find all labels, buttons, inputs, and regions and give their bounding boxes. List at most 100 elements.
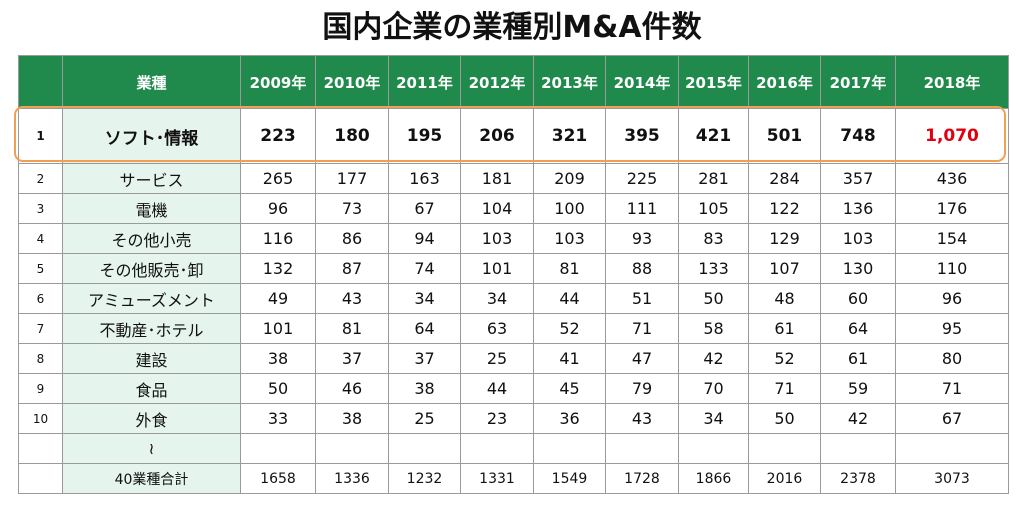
count-cell: 265 bbox=[240, 163, 316, 194]
count-cell: 86 bbox=[315, 223, 389, 254]
count-cell: 43 bbox=[605, 403, 679, 434]
count-cell: 41 bbox=[533, 343, 606, 374]
count-cell: 73 bbox=[315, 193, 389, 224]
count-cell: 107 bbox=[748, 253, 821, 284]
header-cell: 2012年 bbox=[460, 55, 534, 109]
count-cell: 34 bbox=[678, 403, 749, 434]
table-row: 7 不動産･ホテル 101 81 64 63 52 71 58 61 64 95 bbox=[18, 313, 1009, 344]
count-cell: 209 bbox=[533, 163, 606, 194]
industry-cell: アミューズメント bbox=[62, 283, 241, 314]
count-cell: 38 bbox=[240, 343, 316, 374]
header-cell: 業種 bbox=[62, 55, 241, 109]
industry-cell: ≀ bbox=[62, 433, 241, 464]
count-cell bbox=[748, 433, 821, 464]
count-cell: 1336 bbox=[315, 463, 389, 494]
count-cell: 81 bbox=[533, 253, 606, 284]
rank-cell: 2 bbox=[18, 163, 63, 194]
count-cell: 59 bbox=[820, 373, 896, 404]
count-cell: 163 bbox=[388, 163, 461, 194]
count-cell: 101 bbox=[460, 253, 534, 284]
industry-cell: サービス bbox=[62, 163, 241, 194]
header-cell: 2016年 bbox=[748, 55, 821, 109]
industry-cell: 食品 bbox=[62, 373, 241, 404]
count-cell: 132 bbox=[240, 253, 316, 284]
count-cell: 116 bbox=[240, 223, 316, 254]
count-cell: 71 bbox=[605, 313, 679, 344]
header-cell: 2015年 bbox=[678, 55, 749, 109]
count-cell: 96 bbox=[895, 283, 1009, 314]
count-cell: 154 bbox=[895, 223, 1009, 254]
industry-cell: 電機 bbox=[62, 193, 241, 224]
count-cell: 25 bbox=[388, 403, 461, 434]
count-cell: 52 bbox=[533, 313, 606, 344]
industry-cell: 不動産･ホテル bbox=[62, 313, 241, 344]
count-cell: 34 bbox=[460, 283, 534, 314]
count-cell: 103 bbox=[533, 223, 606, 254]
count-cell: 111 bbox=[605, 193, 679, 224]
count-cell: 110 bbox=[895, 253, 1009, 284]
count-cell bbox=[460, 433, 534, 464]
count-cell: 46 bbox=[315, 373, 389, 404]
count-cell: 436 bbox=[895, 163, 1009, 194]
count-cell: 96 bbox=[240, 193, 316, 224]
count-cell: 83 bbox=[678, 223, 749, 254]
count-cell bbox=[533, 433, 606, 464]
count-cell: 176 bbox=[895, 193, 1009, 224]
rank-cell: 3 bbox=[18, 193, 63, 224]
count-cell: 23 bbox=[460, 403, 534, 434]
count-cell: 52 bbox=[748, 343, 821, 374]
count-cell: 67 bbox=[895, 403, 1009, 434]
rank-cell bbox=[18, 433, 63, 464]
table-row: 3 電機 96 73 67 104 100 111 105 122 136 176 bbox=[18, 193, 1009, 224]
count-cell: 122 bbox=[748, 193, 821, 224]
count-cell: 60 bbox=[820, 283, 896, 314]
count-cell: 70 bbox=[678, 373, 749, 404]
count-cell: 71 bbox=[895, 373, 1009, 404]
table-row: 8 建設 38 37 37 25 41 47 42 52 61 80 bbox=[18, 343, 1009, 374]
rank-cell: 9 bbox=[18, 373, 63, 404]
rank-cell: 10 bbox=[18, 403, 63, 434]
count-cell: 284 bbox=[748, 163, 821, 194]
count-cell: 223 bbox=[240, 108, 316, 164]
count-cell: 63 bbox=[460, 313, 534, 344]
industry-cell: 建設 bbox=[62, 343, 241, 374]
count-cell: 95 bbox=[895, 313, 1009, 344]
count-cell bbox=[895, 433, 1009, 464]
count-cell: 3073 bbox=[895, 463, 1009, 494]
industry-cell: 40業種合計 bbox=[62, 463, 241, 494]
header-cell: 2014年 bbox=[605, 55, 679, 109]
count-cell: 80 bbox=[895, 343, 1009, 374]
count-cell: 94 bbox=[388, 223, 461, 254]
rank-cell: 4 bbox=[18, 223, 63, 254]
count-cell: 104 bbox=[460, 193, 534, 224]
table-row: 4 その他小売 116 86 94 103 103 93 83 129 103 154 bbox=[18, 223, 1009, 254]
count-cell: 181 bbox=[460, 163, 534, 194]
count-cell bbox=[678, 433, 749, 464]
industry-cell: ソフト･情報 bbox=[62, 108, 241, 164]
count-cell: 1232 bbox=[388, 463, 461, 494]
rank-cell: 5 bbox=[18, 253, 63, 284]
count-cell bbox=[240, 433, 316, 464]
count-cell: 58 bbox=[678, 313, 749, 344]
count-cell: 105 bbox=[678, 193, 749, 224]
count-cell: 51 bbox=[605, 283, 679, 314]
count-cell: 136 bbox=[820, 193, 896, 224]
table-row: 10 外食 33 38 25 23 36 43 34 50 42 67 bbox=[18, 403, 1009, 434]
highlight-frame bbox=[14, 106, 1006, 162]
count-cell: 1658 bbox=[240, 463, 316, 494]
count-cell: 101 bbox=[240, 313, 316, 344]
count-cell: 47 bbox=[605, 343, 679, 374]
rank-cell: 6 bbox=[18, 283, 63, 314]
count-cell: 64 bbox=[388, 313, 461, 344]
header-cell: 2009年 bbox=[240, 55, 316, 109]
industry-cell: 外食 bbox=[62, 403, 241, 434]
count-cell: 1549 bbox=[533, 463, 606, 494]
industry-cell: その他小売 bbox=[62, 223, 241, 254]
count-cell: 37 bbox=[388, 343, 461, 374]
header-cell bbox=[18, 55, 63, 109]
header-cell: 2017年 bbox=[820, 55, 896, 109]
count-cell: 33 bbox=[240, 403, 316, 434]
count-cell: 64 bbox=[820, 313, 896, 344]
count-cell: 45 bbox=[533, 373, 606, 404]
data-table: 業種 2009年 2010年 2011年 2012年 2013年 2014年 2015年 201… bbox=[18, 55, 1009, 494]
